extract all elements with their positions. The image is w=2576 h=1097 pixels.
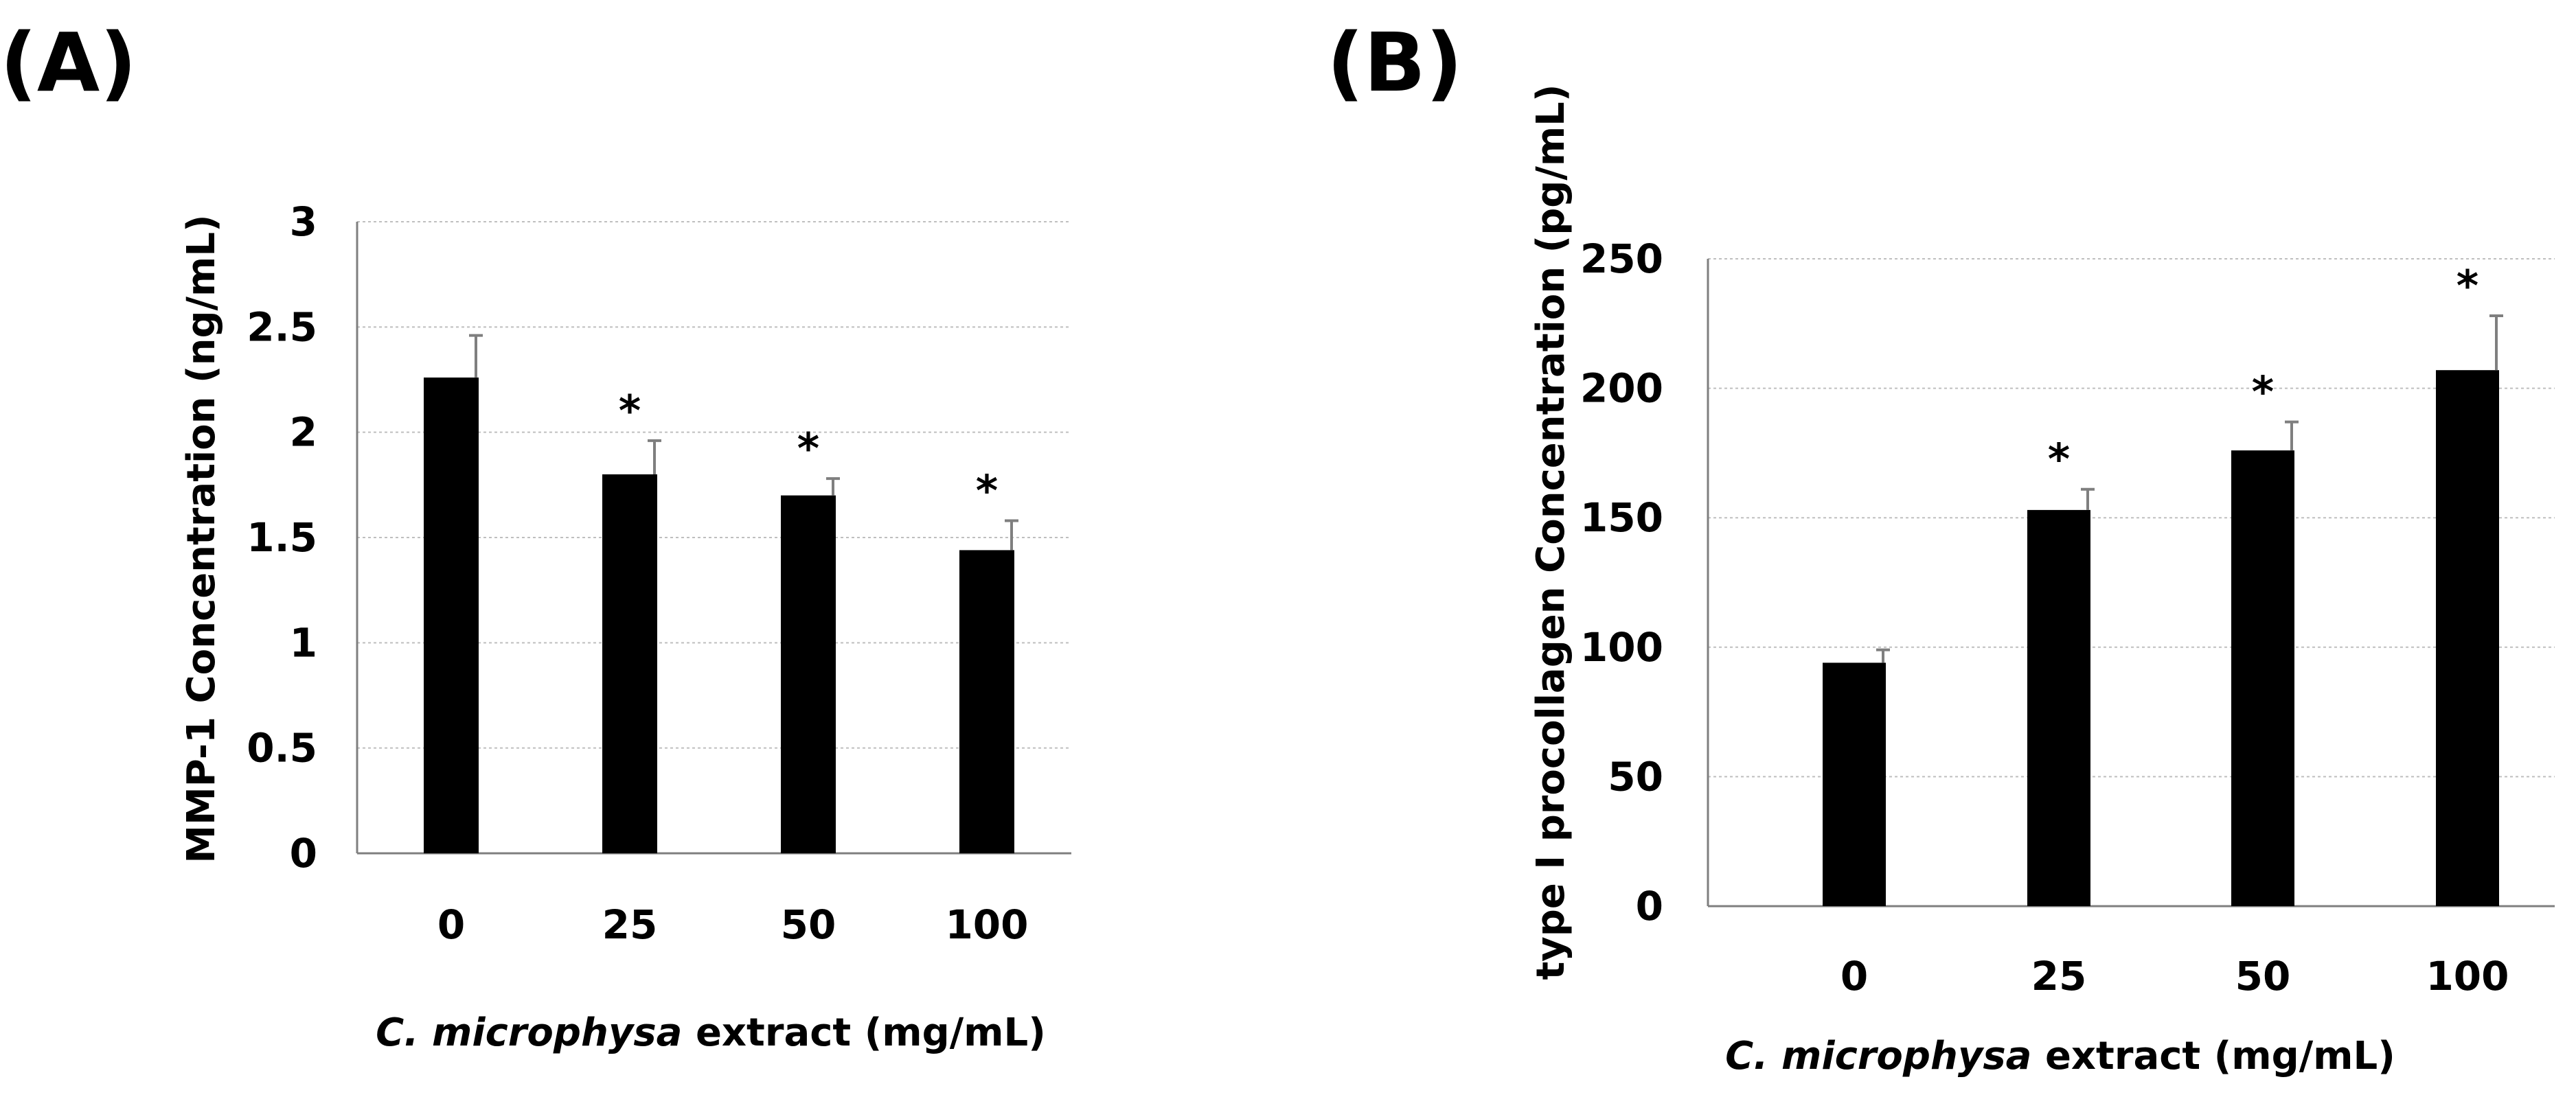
panel-a-error-bar-0	[469, 334, 483, 378]
panel-b-bar-100	[2436, 370, 2499, 906]
panel-a-x-axis-title-rest: extract (mg/mL)	[682, 1011, 1045, 1055]
panel-a-y-tick-label: 2	[290, 409, 317, 456]
panel-a-y-tick-label: 1.5	[247, 514, 317, 561]
panel-a-y-axis-title: MMP-1 Concentration (ng/mL)	[179, 214, 224, 863]
panel-a-x-tick-label: 50	[781, 901, 836, 948]
panel-a-label: (A)	[0, 15, 137, 110]
panel-a-significance-marker: *	[619, 386, 641, 436]
panel-a-y-tick-label: 0.5	[247, 725, 317, 772]
panel-a-x-tick-label: 0	[437, 901, 465, 948]
panel-b-y-axis-title: type I procollagen Concentration (pg/mL)	[1529, 84, 1573, 980]
panel-a-y-tick-label: 1	[290, 619, 317, 666]
panel-a-plot-area: 0 0.5 1 1.5 2 2.5 3 0 * 25 * 50 * 100	[247, 198, 1071, 948]
panel-b-error-bar-100	[2489, 314, 2503, 371]
panel-b-x-tick-label: 50	[2235, 953, 2291, 1000]
panel-b-y-tick-label: 100	[1580, 624, 1663, 671]
panel-a-bar-0	[424, 377, 479, 853]
panel-b-bar-25	[2027, 509, 2090, 906]
panel-a-error-bar-25	[648, 439, 661, 474]
panel-b-error-bar-50	[2285, 420, 2299, 451]
panel-b-x-tick-label: 0	[1840, 953, 1868, 1000]
panel-a-error-bar-100	[1005, 519, 1018, 551]
panel-b-x-axis-title: C. microphysa extract (mg/mL)	[1725, 1034, 2395, 1078]
panel-a-y-tick-label: 2.5	[247, 303, 317, 350]
panel-a-error-bar-50	[826, 477, 840, 496]
panel-a-bar-100	[959, 550, 1014, 853]
panel-b-x-tick-label: 100	[2426, 953, 2509, 1000]
panel-b-error-bar-25	[2081, 487, 2095, 510]
panel-b-plot-area: 0 50 100 150 200 250 0 * 25 * 50 * 100	[1580, 235, 2555, 1000]
panel-b-bar-0	[1823, 662, 1886, 906]
panel-b-significance-marker: *	[2457, 261, 2478, 311]
panel-b: (B) 0 50 100 150 200 250 0 * 25 * 50 * 100 type I pr…	[1327, 15, 2555, 1078]
panel-b-y-tick-label: 0	[1636, 883, 1663, 929]
panel-b-y-tick-label: 50	[1608, 753, 1663, 800]
panel-b-y-tick-label: 250	[1580, 235, 1663, 282]
panel-b-x-axis-title-rest: extract (mg/mL)	[2031, 1034, 2395, 1078]
panel-a-x-axis-title: C. microphysa extract (mg/mL)	[376, 1011, 1046, 1055]
panel-a-bar-50	[781, 495, 836, 853]
panel-a: (A) 0 0.5 1 1.5 2 2.5 3 0 * 25 * 50 * 100 MMP-1 Conce…	[0, 15, 1071, 1055]
panel-b-significance-marker: *	[2048, 435, 2070, 485]
panel-a-y-tick-label: 3	[290, 198, 317, 245]
panel-a-x-tick-label: 100	[945, 901, 1028, 948]
panel-b-significance-marker: *	[2252, 367, 2274, 417]
panel-a-bar-25	[602, 474, 657, 853]
panel-b-y-tick-label: 150	[1580, 494, 1663, 541]
panel-a-x-tick-label: 25	[602, 901, 658, 948]
panel-b-x-tick-label: 25	[2031, 953, 2087, 1000]
panel-b-bar-50	[2231, 450, 2294, 906]
panel-b-x-axis-title-italic: C. microphysa	[1725, 1034, 2031, 1078]
panel-b-error-bar-0	[1876, 648, 1890, 663]
panel-a-significance-marker: *	[797, 424, 819, 474]
panel-a-x-axis-title-italic: C. microphysa	[376, 1011, 682, 1055]
panel-b-label: (B)	[1327, 15, 1463, 110]
panel-a-significance-marker: *	[976, 465, 998, 516]
panel-a-y-tick-label: 0	[290, 830, 317, 877]
panel-b-y-tick-label: 200	[1580, 365, 1663, 412]
